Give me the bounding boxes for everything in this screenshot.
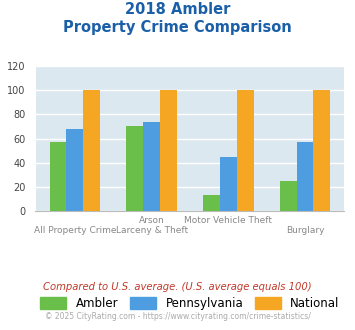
Bar <box>126 126 143 211</box>
Text: Motor Vehicle Theft: Motor Vehicle Theft <box>184 216 272 225</box>
Bar <box>83 90 100 211</box>
Bar <box>66 129 83 211</box>
Text: All Property Crime: All Property Crime <box>34 226 116 235</box>
Legend: Ambler, Pennsylvania, National: Ambler, Pennsylvania, National <box>36 293 344 315</box>
Text: Compared to U.S. average. (U.S. average equals 100): Compared to U.S. average. (U.S. average … <box>43 282 312 292</box>
Text: Arson: Arson <box>139 216 164 225</box>
Text: Property Crime Comparison: Property Crime Comparison <box>63 20 292 35</box>
Text: Burglary: Burglary <box>286 226 324 235</box>
Text: Larceny & Theft: Larceny & Theft <box>115 226 188 235</box>
Bar <box>313 90 330 211</box>
Bar <box>160 90 177 211</box>
Bar <box>237 90 253 211</box>
Bar <box>50 142 66 211</box>
Bar <box>280 181 296 211</box>
Bar <box>203 195 220 211</box>
Bar <box>296 142 313 211</box>
Bar <box>220 157 237 211</box>
Text: 2018 Ambler: 2018 Ambler <box>125 2 230 16</box>
Bar <box>143 122 160 211</box>
Text: © 2025 CityRating.com - https://www.cityrating.com/crime-statistics/: © 2025 CityRating.com - https://www.city… <box>45 312 310 321</box>
